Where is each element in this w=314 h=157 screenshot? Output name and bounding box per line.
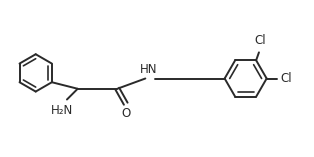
Text: H₂N: H₂N bbox=[51, 104, 73, 117]
Text: Cl: Cl bbox=[281, 72, 292, 85]
Text: O: O bbox=[122, 107, 131, 120]
Text: Cl: Cl bbox=[254, 34, 266, 47]
Text: HN: HN bbox=[140, 63, 157, 76]
